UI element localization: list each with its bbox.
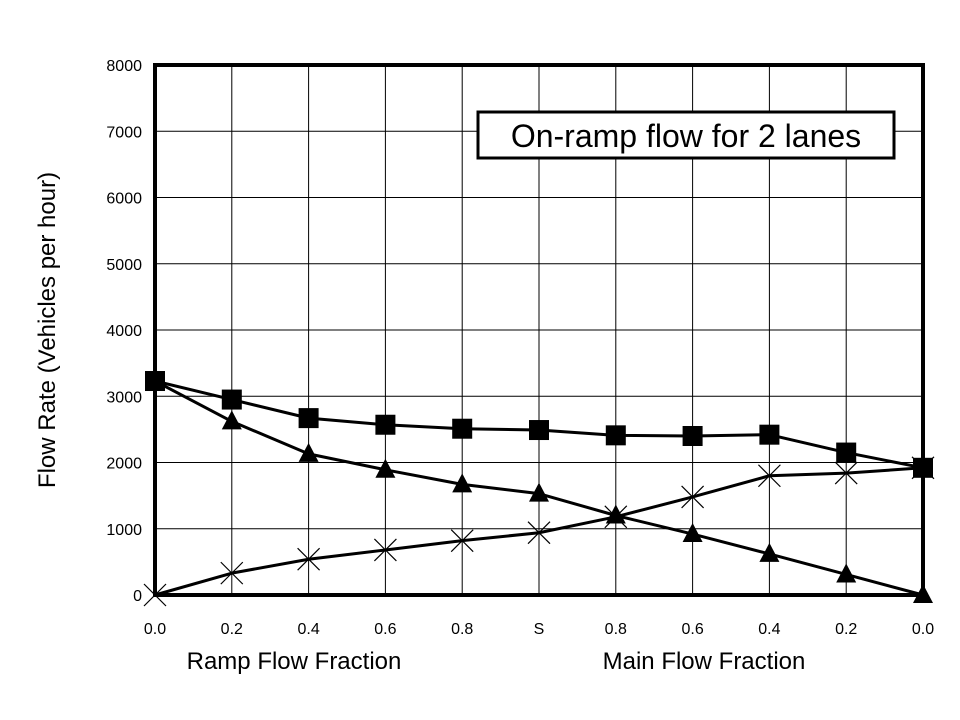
x-marker [604, 505, 628, 529]
y-tick-label: 2000 [106, 456, 142, 473]
x-tick-label: 0.4 [758, 621, 780, 638]
series-markers [143, 370, 935, 607]
x-marker [450, 529, 474, 553]
y-tick-label: 6000 [106, 191, 142, 208]
triangle-marker [452, 473, 473, 493]
x-tick-label: 0.8 [605, 621, 627, 638]
plot-frame [153, 63, 925, 597]
triangle-marker [529, 482, 549, 502]
chart-title: On-ramp flow for 2 lanes [511, 118, 861, 154]
x-marker [757, 464, 781, 488]
square-marker [759, 424, 780, 445]
chart-title-frame [476, 110, 896, 160]
square-marker [682, 426, 703, 446]
x-tick-label: 0.0 [912, 621, 934, 638]
x-marker [373, 538, 397, 562]
triangle-marker [298, 442, 319, 462]
x-tick-label: 0.2 [221, 621, 243, 638]
x-axis-title-main: Main Flow Fraction [603, 648, 806, 675]
y-tick-label: 3000 [106, 389, 142, 406]
triangle-marker [682, 523, 703, 543]
x-marker [527, 521, 551, 545]
y-axis-title: Flow Rate (Vehicles per hour) [34, 172, 61, 488]
y-tick-label: 7000 [106, 124, 142, 141]
chart-title-box: On-ramp flow for 2 lanes [476, 110, 896, 160]
x-tick-label: S [534, 621, 545, 638]
square-marker [452, 418, 473, 439]
x-tick-label: 0.6 [681, 621, 703, 638]
triangle-marker [759, 542, 780, 562]
square-marker [221, 389, 242, 410]
x-tick-label: 0.0 [144, 621, 166, 638]
x-tick-label: 0.8 [451, 621, 473, 638]
y-tick-label: 5000 [106, 257, 142, 274]
triangle-marker [221, 410, 242, 430]
x-tick-label: 0.4 [297, 621, 319, 638]
y-tick-label: 8000 [106, 58, 142, 75]
x-axis-title-ramp: Ramp Flow Fraction [187, 648, 402, 675]
x-tick-label: 0.2 [835, 621, 857, 638]
triangle-marker [605, 504, 626, 524]
triangle-marker [375, 458, 396, 478]
x-marker [834, 461, 858, 485]
square-marker [529, 420, 549, 441]
square-marker [375, 414, 396, 435]
y-tick-label: 4000 [106, 323, 142, 340]
square-marker [836, 442, 857, 463]
y-tick-labels: 0 1000 2000 3000 4000 5000 6000 7000 8000 [106, 58, 142, 605]
x-marker [681, 485, 705, 509]
square-marker [605, 425, 626, 446]
y-tick-label: 1000 [106, 522, 142, 539]
y-tick-label: 0 [133, 588, 142, 605]
x-tick-label: 0.6 [374, 621, 396, 638]
gridlines [154, 64, 924, 596]
square-marker [298, 408, 319, 429]
x-marker [297, 547, 321, 571]
triangle-marker [836, 563, 857, 583]
x-tick-labels: 0.0 0.2 0.4 0.6 0.8 S 0.8 0.6 0.4 0.2 0.0 [144, 621, 934, 638]
x-marker [220, 561, 244, 585]
